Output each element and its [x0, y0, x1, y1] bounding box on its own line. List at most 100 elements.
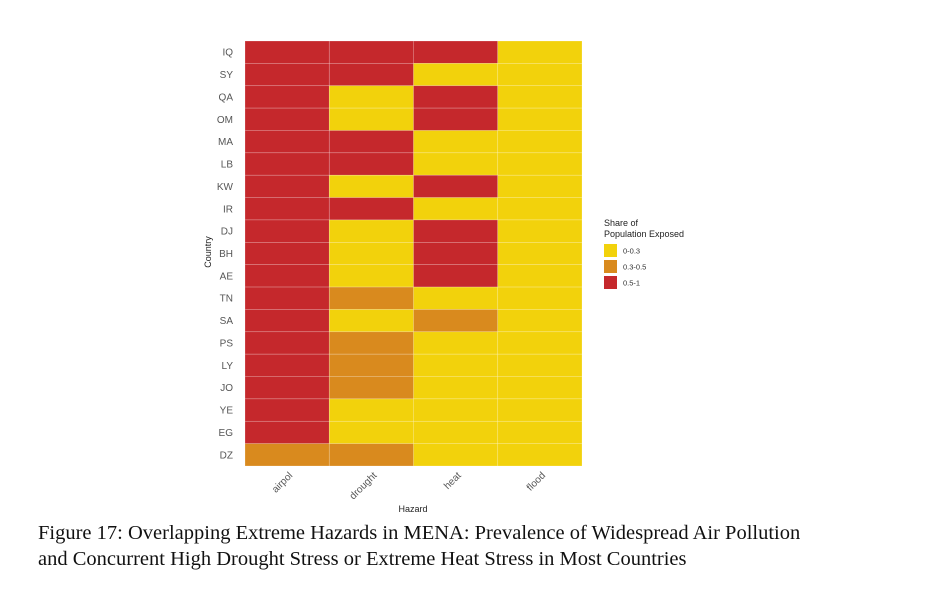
- y-tick-label-lb: LB: [221, 160, 234, 171]
- x-tick-label-heat: heat: [442, 470, 464, 492]
- heatmap-cell-ir-airpol: [244, 197, 330, 221]
- heatmap-cell-tn-flood: [497, 286, 583, 310]
- y-tick-labels: IQ SY QA OM MA LB KW IR DJ BH AE TN SA PS LY JO YE EG DZ: [217, 48, 234, 462]
- x-tick-label-drought: drought: [348, 470, 380, 502]
- heatmap-cell-ly-heat: [413, 353, 499, 377]
- heatmap-cell-ye-drought: [328, 398, 414, 422]
- y-axis-title: Country: [203, 236, 213, 268]
- heatmap-cell-jo-airpol: [244, 376, 330, 400]
- heatmap-cell-ly-airpol: [244, 353, 330, 377]
- x-tick-label-airpol: airpol: [270, 470, 295, 495]
- heatmap-cell-sa-airpol: [244, 309, 330, 333]
- heatmap-cell-lb-flood: [497, 152, 583, 176]
- heatmap-cell-ir-drought: [328, 197, 414, 221]
- x-axis-title: Hazard: [398, 504, 427, 514]
- caption-line-2: and Concurrent High Drought Stress or Ex…: [38, 548, 687, 570]
- heatmap-cell-dj-drought: [328, 219, 414, 243]
- heatmap-cell-eg-airpol: [244, 420, 330, 444]
- figure-caption: Figure 17: Overlapping Extreme Hazards i…: [38, 520, 918, 572]
- y-tick-label-sy: SY: [220, 70, 234, 81]
- heatmap-cell-sa-drought: [328, 309, 414, 333]
- heatmap-cell-lb-drought: [328, 152, 414, 176]
- heatmap-cell-tn-airpol: [244, 286, 330, 310]
- heatmap-cell-sy-airpol: [244, 63, 330, 87]
- heatmap-cell-dj-airpol: [244, 219, 330, 243]
- x-tick-label-flood: flood: [525, 470, 548, 493]
- heatmap-cell-qa-flood: [497, 85, 583, 109]
- heatmap-cell-jo-heat: [413, 376, 499, 400]
- heatmap-cell-sa-heat: [413, 309, 499, 333]
- heatmap-cell-tn-drought: [328, 286, 414, 310]
- heatmap-cell-dz-heat: [413, 443, 499, 467]
- y-tick-label-dj: DJ: [221, 227, 233, 238]
- y-tick-label-tn: TN: [220, 294, 233, 305]
- heatmap-cell-ps-airpol: [244, 331, 330, 355]
- y-tick-label-iq: IQ: [222, 48, 233, 59]
- y-tick-label-sa: SA: [220, 316, 234, 327]
- heatmap-cell-dj-flood: [497, 219, 583, 243]
- heatmap-cell-dj-heat: [413, 219, 499, 243]
- heatmap-cell-ma-drought: [328, 130, 414, 154]
- legend-label-1: 0-0.3: [623, 247, 640, 256]
- heatmap-cell-kw-heat: [413, 174, 499, 198]
- heatmap-cell-om-flood: [497, 107, 583, 131]
- heatmap-cell-ma-flood: [497, 130, 583, 154]
- heatmap-cell-ly-drought: [328, 353, 414, 377]
- legend-title-line1: Share of: [604, 218, 639, 228]
- legend-label-3: 0.5-1: [623, 279, 640, 288]
- y-tick-label-ly: LY: [222, 361, 234, 372]
- heatmap-cell-ae-airpol: [244, 264, 330, 288]
- heatmap-cell-qa-heat: [413, 85, 499, 109]
- heatmap-cell-lb-airpol: [244, 152, 330, 176]
- y-tick-label-ye: YE: [220, 406, 234, 417]
- heatmap-cell-lb-heat: [413, 152, 499, 176]
- heatmap-cell-bh-flood: [497, 242, 583, 265]
- heatmap-chart: IQ SY QA OM MA LB KW IR DJ BH AE TN SA PS LY JO YE EG DZ a…: [203, 40, 684, 514]
- heatmap-cell-iq-flood: [497, 40, 583, 64]
- heatmap-cell-dz-airpol: [244, 443, 330, 467]
- heatmap-cells: [244, 40, 583, 467]
- heatmap-cell-eg-flood: [497, 420, 583, 444]
- x-tick-labels: airpol drought heat flood: [270, 470, 548, 502]
- heatmap-cell-ir-flood: [497, 197, 583, 221]
- heatmap-cell-sa-flood: [497, 309, 583, 333]
- heatmap-cell-bh-airpol: [244, 242, 330, 265]
- heatmap-cell-qa-drought: [328, 85, 414, 109]
- caption-line-1: Figure 17: Overlapping Extreme Hazards i…: [38, 522, 801, 544]
- heatmap-cell-sy-flood: [497, 63, 583, 87]
- y-tick-label-dz: DZ: [220, 450, 233, 461]
- y-tick-label-om: OM: [217, 115, 233, 126]
- heatmap-cell-sy-heat: [413, 63, 499, 87]
- heatmap-cell-bh-heat: [413, 242, 499, 265]
- heatmap-cell-dz-flood: [497, 443, 583, 467]
- legend: Share of Population Exposed 0-0.3 0.3-0.5…: [604, 218, 684, 289]
- heatmap-cell-eg-heat: [413, 420, 499, 444]
- heatmap-cell-kw-airpol: [244, 174, 330, 198]
- heatmap-cell-ma-airpol: [244, 130, 330, 154]
- y-tick-label-ae: AE: [220, 271, 234, 282]
- heatmap-cell-ae-drought: [328, 264, 414, 288]
- legend-title-line2: Population Exposed: [604, 229, 684, 239]
- heatmap-cell-iq-drought: [328, 40, 414, 64]
- heatmap-cell-ye-flood: [497, 398, 583, 422]
- heatmap-cell-eg-drought: [328, 420, 414, 444]
- heatmap-cell-ps-heat: [413, 331, 499, 355]
- y-tick-label-ps: PS: [220, 338, 234, 349]
- heatmap-cell-jo-flood: [497, 376, 583, 400]
- y-tick-label-jo: JO: [220, 383, 233, 394]
- heatmap-cell-om-airpol: [244, 107, 330, 131]
- heatmap-cell-jo-drought: [328, 376, 414, 400]
- y-tick-label-bh: BH: [219, 249, 233, 260]
- legend-swatch-3: [604, 276, 617, 289]
- heatmap-cell-ae-heat: [413, 264, 499, 288]
- heatmap-cell-tn-heat: [413, 286, 499, 310]
- heatmap-cell-ma-heat: [413, 130, 499, 154]
- legend-swatch-2: [604, 260, 617, 273]
- heatmap-cell-dz-drought: [328, 443, 414, 467]
- y-tick-label-qa: QA: [219, 92, 234, 103]
- heatmap-cell-om-drought: [328, 107, 414, 131]
- heatmap-cell-kw-flood: [497, 174, 583, 198]
- heatmap-cell-qa-airpol: [244, 85, 330, 109]
- heatmap-cell-iq-heat: [413, 40, 499, 64]
- y-tick-label-ma: MA: [218, 137, 233, 148]
